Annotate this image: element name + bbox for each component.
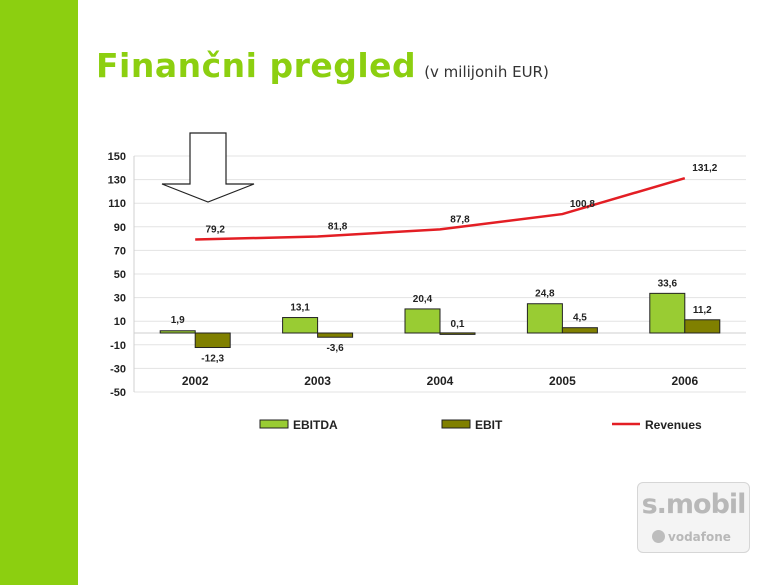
y-tick-label: 50 <box>114 269 126 281</box>
data-label-ebitda: 33,6 <box>658 278 678 289</box>
x-tick-label: 2004 <box>427 374 454 388</box>
y-tick-label: 30 <box>114 293 126 305</box>
y-tick-label: 10 <box>114 316 126 328</box>
title-main: Finančni pregled <box>96 46 417 85</box>
left-accent-bar <box>0 0 78 585</box>
y-tick-label: -30 <box>110 363 126 375</box>
data-label-ebit: -3,6 <box>326 343 344 354</box>
bar-ebitda <box>404 308 441 334</box>
data-label-revenues: 79,2 <box>205 225 225 236</box>
data-label-ebitda: 20,4 <box>413 294 433 305</box>
legend-swatch-ebit <box>441 419 471 429</box>
y-tick-label: -10 <box>110 340 126 352</box>
bar-ebitda <box>159 330 196 334</box>
y-tick-label: 110 <box>108 198 126 210</box>
y-tick-label: 70 <box>114 245 126 257</box>
line-revenues <box>195 176 686 241</box>
data-label-ebitda: 1,9 <box>171 315 185 326</box>
y-tick-label: 130 <box>108 175 126 187</box>
data-label-ebitda: 24,8 <box>535 289 555 300</box>
logo-smobil-text: s.mobil <box>641 489 747 520</box>
y-tick-label: 150 <box>108 151 126 163</box>
bar-ebit <box>439 332 476 335</box>
data-label-revenues: 87,8 <box>450 214 470 225</box>
data-label-revenues: 81,8 <box>328 221 348 232</box>
y-tick-label: -50 <box>110 387 126 399</box>
annotation-layer <box>161 132 255 203</box>
logo-vodafone: vodafone <box>652 530 731 544</box>
grid-layer <box>134 155 746 393</box>
line-layer <box>195 176 686 241</box>
data-label-revenues: 100,8 <box>570 199 595 210</box>
down-arrow-icon <box>161 132 255 203</box>
legend-layer: EBITDA EBIT Revenues <box>259 418 702 432</box>
labels-layer: 1,9 13,1 20,4 24,8 33,6 -12,3 -3,6 0,1 4,5 11,2 79… <box>171 163 718 364</box>
data-label-ebitda: 13,1 <box>290 303 310 314</box>
legend-label-revenues: Revenues <box>645 418 702 432</box>
logo-vodafone-text: vodafone <box>668 530 731 544</box>
data-label-ebit: -12,3 <box>201 354 224 365</box>
x-tick-label: 2003 <box>304 374 331 388</box>
bars-layer <box>159 292 721 349</box>
y-tick-label: 90 <box>114 222 126 234</box>
x-tick-label: 2006 <box>671 374 698 388</box>
axis-layer: 150 130 110 90 70 50 30 10 -10 -30 -50 2002 2003 2004… <box>108 151 699 399</box>
bar-ebit <box>194 332 231 349</box>
slide-title: Finančni pregled (v milijonih EUR) <box>96 46 549 85</box>
vodafone-speechmark-icon <box>652 530 665 543</box>
bar-ebitda <box>526 303 563 334</box>
title-subtitle: (v milijonih EUR) <box>424 63 549 81</box>
legend-label-ebitda: EBITDA <box>293 418 338 432</box>
data-label-ebit: 4,5 <box>573 313 587 324</box>
bar-ebitda <box>282 317 319 334</box>
legend-swatch-ebitda <box>259 419 289 429</box>
bar-ebitda <box>649 292 686 334</box>
bar-ebit <box>684 319 721 334</box>
x-tick-label: 2005 <box>549 374 576 388</box>
bar-ebit <box>561 327 598 334</box>
legend-label-ebit: EBIT <box>475 418 503 432</box>
data-label-ebit: 0,1 <box>451 319 465 330</box>
data-label-ebit: 11,2 <box>693 305 712 316</box>
bar-ebit <box>317 332 354 338</box>
x-tick-label: 2002 <box>182 374 209 388</box>
data-label-revenues: 131,2 <box>692 163 717 174</box>
smobil-vodafone-logo: s.mobil vodafone <box>637 482 750 553</box>
